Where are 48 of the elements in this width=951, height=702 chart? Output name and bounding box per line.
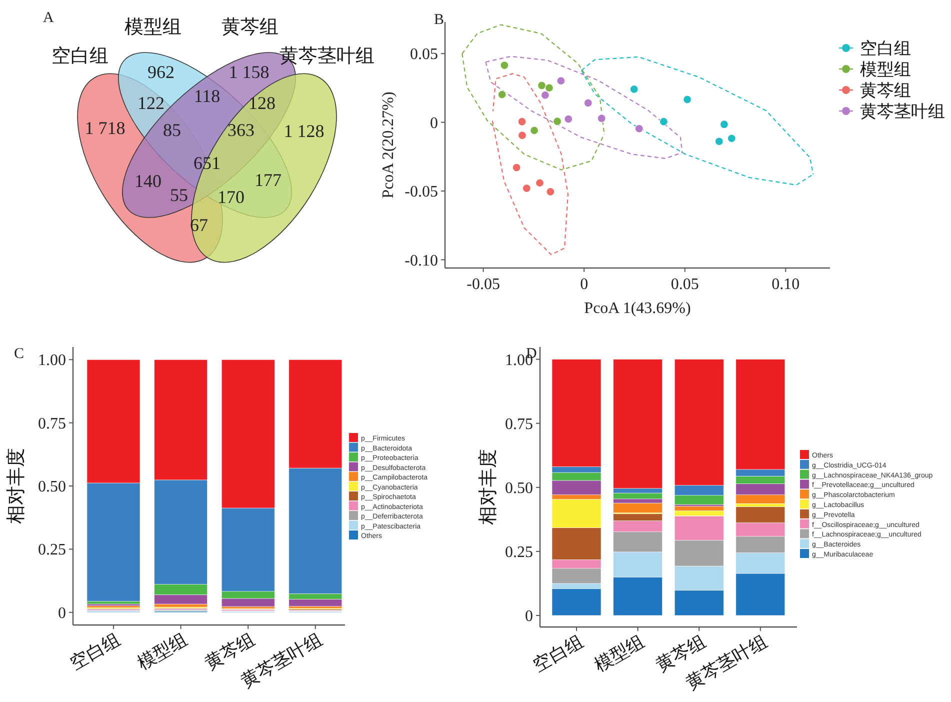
category-label: 空白组 [52, 45, 108, 67]
text: 177 [254, 170, 282, 190]
legend-label: 黄芩茎叶组 [860, 102, 945, 121]
y-axis-title: 相对丰度 [477, 449, 499, 525]
y-tick-label: -0.10 [404, 252, 438, 270]
y-tick-label: 0 [430, 114, 438, 132]
text: 1 718 [84, 118, 126, 138]
x-tick-label: 空白组 [530, 631, 586, 676]
x-tick-label: 0 [580, 276, 588, 293]
y-tick-label: 0.50 [38, 478, 66, 496]
x-axis-title: PcoA 1(43.69%) [584, 300, 691, 317]
chart-title: C [14, 346, 24, 362]
x-tick-label: -0.05 [466, 276, 500, 293]
text: 1 158 [228, 62, 270, 82]
y-axis-title: 相对丰度 [5, 448, 27, 524]
text: A [43, 10, 54, 26]
text: 55 [170, 185, 188, 205]
legend-label: 黄芩组 [860, 81, 911, 100]
text: 140 [134, 171, 162, 191]
text: 128 [248, 93, 276, 113]
y-tick-label: 0 [58, 604, 66, 622]
category-label: 黄芩组 [222, 17, 278, 38]
y-tick-label: 0.25 [505, 544, 533, 561]
y-tick-label: 0.25 [38, 542, 66, 559]
y-tick-label: -0.05 [404, 184, 438, 201]
y-tick-label: 0.50 [505, 480, 533, 497]
text: 170 [218, 187, 244, 207]
category-label: 模型组 [124, 17, 182, 38]
y-tick-label: 0 [525, 608, 533, 625]
x-tick-label: 0.05 [670, 276, 699, 293]
x-tick-label: 0.10 [772, 276, 800, 293]
y-tick-label: 0.75 [505, 416, 533, 433]
y-axis-title: PcoA 2(20.27%) [380, 92, 397, 198]
legend-label: 空白组 [860, 39, 911, 58]
y-tick-label: 0.05 [410, 46, 438, 64]
text: 122 [138, 93, 164, 113]
x-tick-label: 模型组 [591, 631, 648, 676]
text: 118 [194, 86, 220, 106]
text: 1 128 [284, 121, 324, 141]
x-tick-label: 空白组 [66, 629, 124, 674]
text: 962 [148, 62, 174, 82]
x-tick-label: 模型组 [134, 629, 191, 674]
y-tick-label: 0.75 [38, 415, 66, 432]
y-tick-label: 1.00 [38, 352, 66, 370]
chart-title: B [434, 12, 444, 28]
text: 85 [163, 120, 181, 140]
text: 363 [228, 120, 254, 140]
legend-label: 模型组 [860, 60, 911, 79]
